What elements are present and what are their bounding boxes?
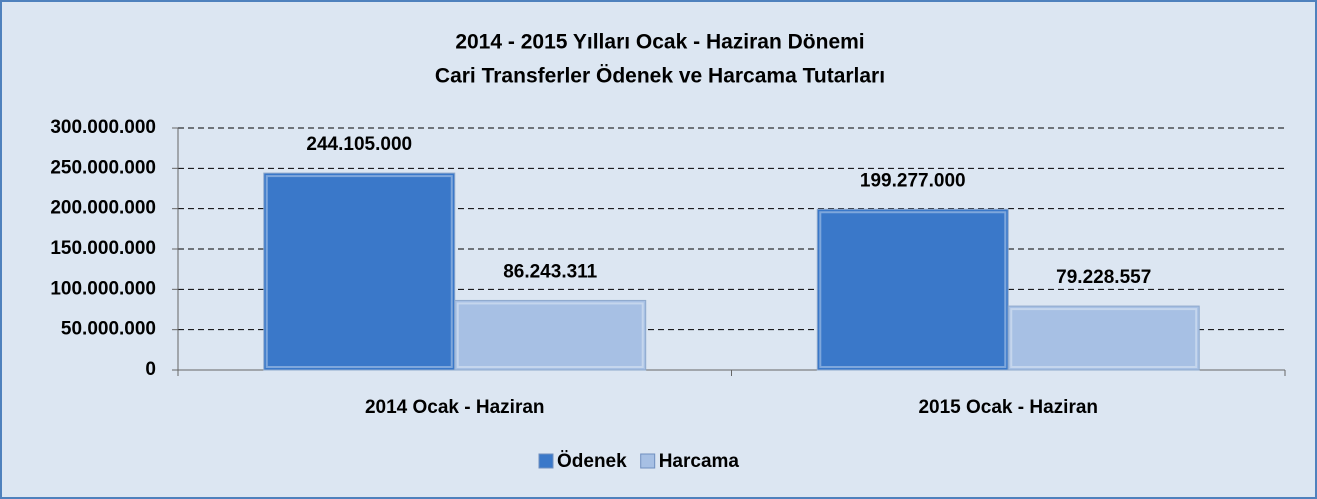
legend-label: Harcama: [659, 451, 740, 472]
y-tick-label: 100.000.000: [50, 278, 156, 299]
x-tick-label: 2014 Ocak - Haziran: [365, 397, 545, 418]
data-label: 86.243.311: [503, 261, 597, 282]
bar-shade: [819, 211, 1007, 368]
data-label: 244.105.000: [306, 134, 412, 155]
y-tick-label: 0: [145, 359, 156, 380]
chart-title: 2014 - 2015 Yılları Ocak - Haziran Dönem…: [455, 31, 864, 54]
x-tick-label: 2015 Ocak - Haziran: [918, 397, 1098, 418]
bar-shade: [456, 302, 644, 368]
bar-shade: [265, 175, 453, 368]
legend-swatch: [538, 453, 554, 469]
y-tick-label: 50.000.000: [61, 319, 156, 340]
bar: [263, 172, 456, 371]
legend-label: Ödenek: [557, 451, 627, 472]
y-tick-label: 300.000.000: [50, 117, 156, 138]
chart-title: Cari Transferler Ödenek ve Harcama Tutar…: [435, 65, 885, 88]
y-tick-label: 200.000.000: [50, 198, 156, 219]
data-label: 79.228.557: [1056, 267, 1151, 288]
legend-swatch: [640, 453, 656, 469]
data-label: 199.277.000: [860, 170, 966, 191]
bar: [1007, 305, 1200, 371]
bar: [454, 299, 647, 371]
bar: [816, 208, 1009, 371]
y-tick-label: 250.000.000: [50, 157, 156, 178]
y-tick-label: 150.000.000: [50, 238, 156, 259]
bar-shade: [1010, 308, 1198, 368]
